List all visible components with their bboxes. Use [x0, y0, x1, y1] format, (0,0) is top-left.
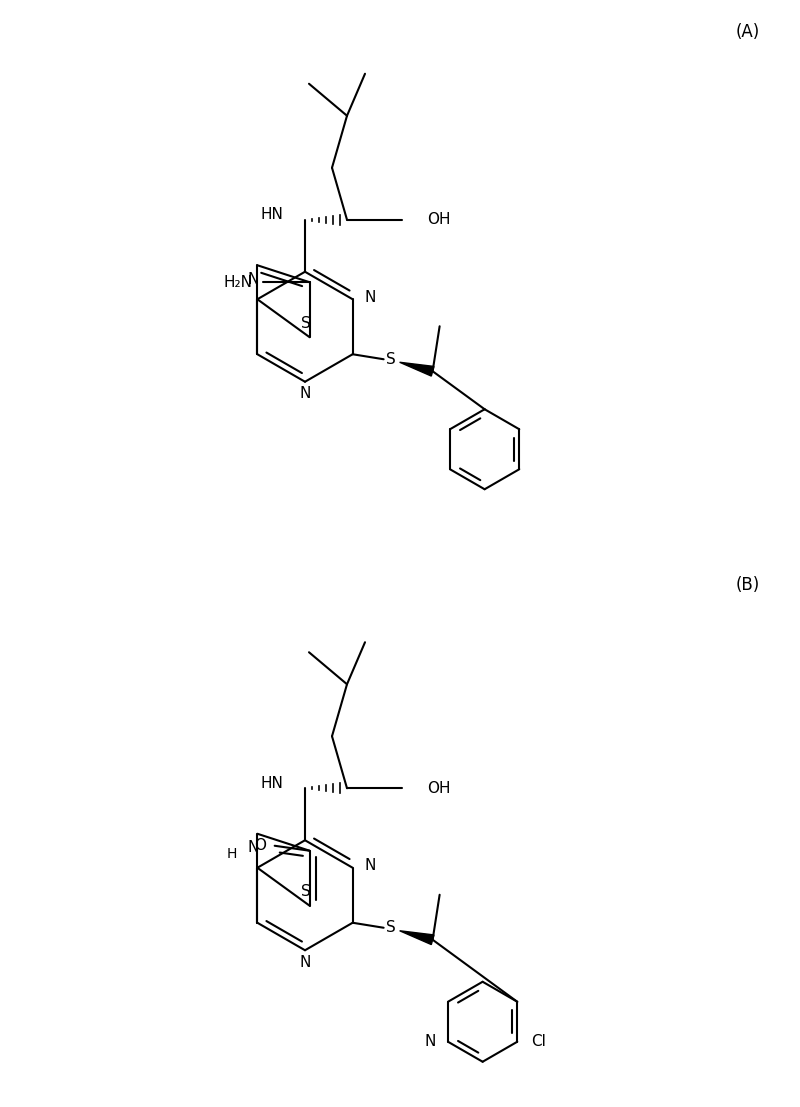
- Text: HN: HN: [260, 776, 283, 790]
- Text: N: N: [425, 1034, 436, 1049]
- Text: H₂N: H₂N: [224, 275, 253, 290]
- Text: N: N: [248, 271, 259, 287]
- Text: (A): (A): [736, 23, 760, 41]
- Polygon shape: [400, 362, 434, 376]
- Text: N: N: [365, 290, 376, 304]
- Text: S: S: [386, 920, 395, 935]
- Text: N: N: [248, 840, 259, 856]
- Text: N: N: [299, 386, 310, 401]
- Text: (B): (B): [736, 577, 760, 594]
- Text: S: S: [386, 352, 395, 366]
- Text: H: H: [226, 847, 237, 861]
- Text: N: N: [299, 954, 310, 970]
- Text: S: S: [301, 884, 310, 899]
- Text: N: N: [365, 858, 376, 873]
- Text: OH: OH: [427, 780, 450, 796]
- Text: Cl: Cl: [531, 1034, 546, 1049]
- Polygon shape: [400, 931, 434, 944]
- Text: S: S: [301, 315, 310, 331]
- Text: OH: OH: [427, 213, 450, 227]
- Text: HN: HN: [260, 207, 283, 223]
- Text: O: O: [254, 838, 266, 853]
